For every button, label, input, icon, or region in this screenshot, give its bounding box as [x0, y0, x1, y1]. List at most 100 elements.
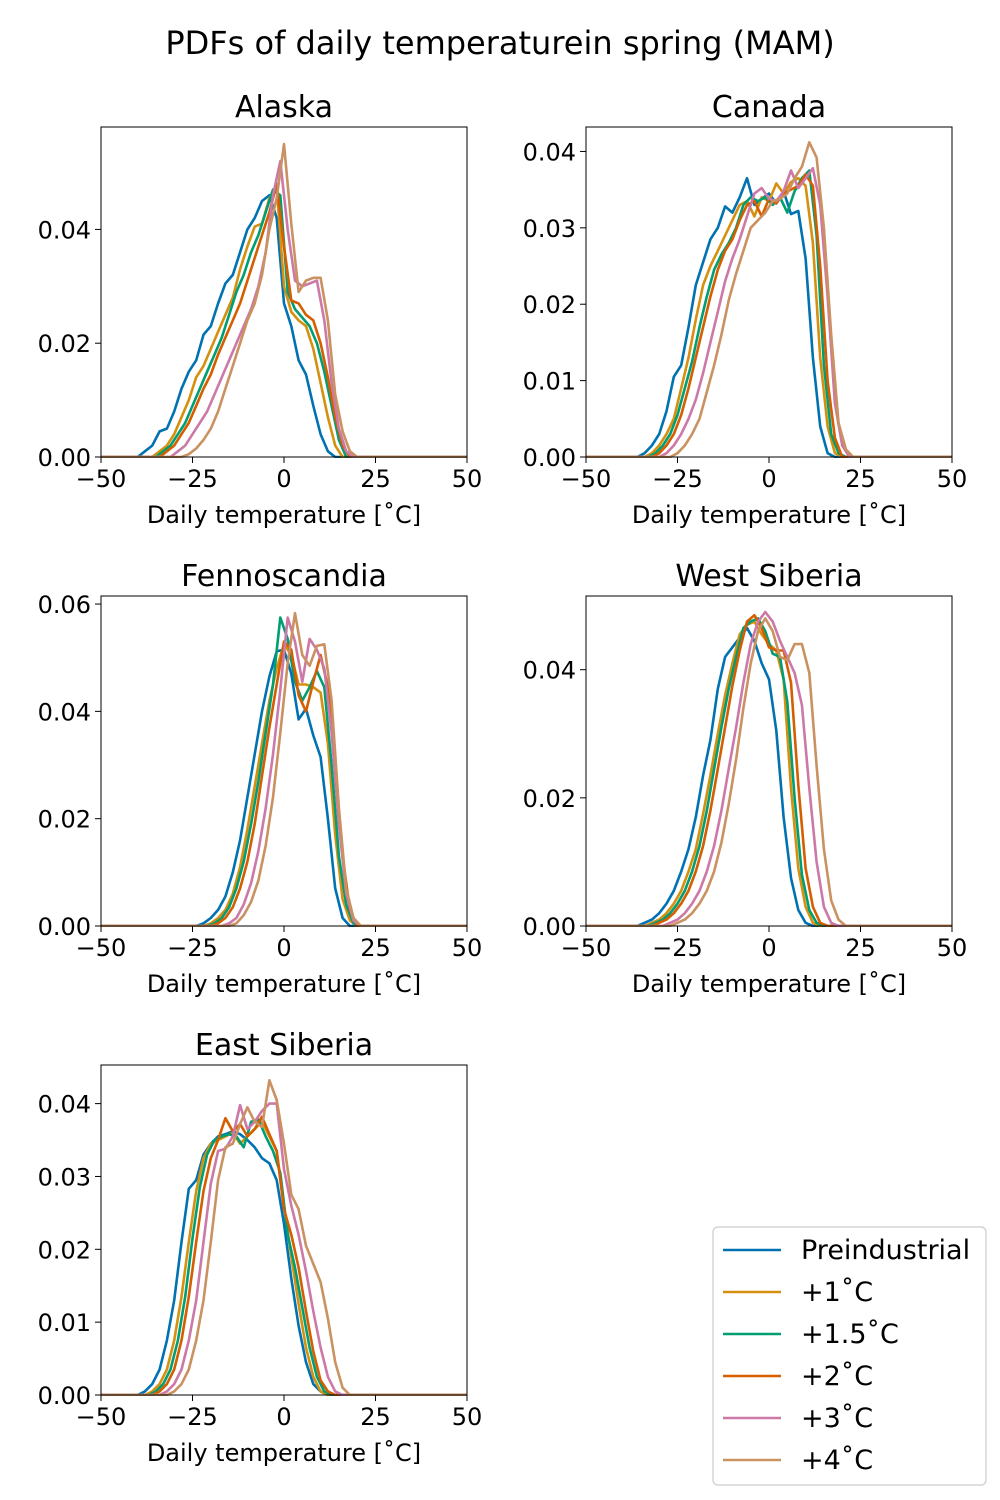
y-tick-label: 0.01	[38, 1309, 91, 1337]
series-line-+3˚C	[586, 167, 952, 458]
legend-entry: Preindustrial	[723, 1235, 970, 1266]
x-tick-label: 50	[452, 934, 483, 962]
y-tick-label: 0.01	[523, 368, 576, 396]
series-line-+3˚C	[101, 159, 467, 458]
y-tick-label: 0.00	[38, 444, 91, 472]
figure-title: PDFs of daily temperaturein spring (MAM)	[165, 24, 835, 62]
subplots: −50 −25 0 25 50 0.00 0.02 0.04 Alaska Daily tempe…	[38, 90, 968, 1467]
legend-label: +1˚C	[801, 1277, 873, 1308]
y-tick-label: 0.03	[523, 215, 576, 243]
legend-label: +3˚C	[801, 1403, 873, 1434]
x-tick-label: −25	[167, 465, 218, 493]
y-tick-label: 0.02	[38, 1236, 91, 1264]
legend-box	[712, 1226, 987, 1486]
x-tick-label: −50	[76, 934, 127, 962]
series-line-+1˚C	[586, 620, 952, 927]
subplot-fennoscandia: −50 −25 0 25 50 0.00 0.02 0.04 0.06 Fennoscandia D…	[38, 559, 483, 998]
series-lines	[101, 1079, 467, 1396]
x-tick-label: 25	[360, 1403, 391, 1431]
series-line-+1.5˚C	[101, 1118, 467, 1396]
legend-label: +1.5˚C	[801, 1319, 899, 1350]
subplot-west-siberia: −50 −25 0 25 50 0.00 0.02 0.04 West Siberia Daily…	[523, 559, 968, 998]
subplot-east-siberia: −50 −25 0 25 50 0.00 0.01 0.02 0.03 0.04 East Sibe…	[38, 1028, 483, 1467]
x-axis-label: Daily temperature [˚C]	[632, 970, 906, 998]
legend-label: +4˚C	[801, 1445, 873, 1476]
series-line-Preindustrial	[586, 626, 952, 927]
x-tick-label: −25	[652, 465, 703, 493]
y-tick-label: 0.00	[38, 1382, 91, 1410]
x-tick-label: −25	[652, 934, 703, 962]
x-tick-label: 50	[452, 1403, 483, 1431]
series-line-Preindustrial	[101, 194, 467, 458]
series-line-+3˚C	[101, 1102, 467, 1396]
y-tick-label: 0.02	[38, 806, 91, 834]
x-tick-label: 0	[276, 1403, 291, 1431]
subplot-title: West Siberia	[675, 559, 862, 594]
legend: Preindustrial +1˚C +1.5˚C +2˚C +3˚C +4˚C	[712, 1226, 987, 1486]
x-tick-label: 50	[452, 465, 483, 493]
series-line-+2˚C	[101, 640, 467, 927]
series-line-+1˚C	[586, 176, 952, 458]
axes-frame	[585, 126, 953, 458]
subplot-title: Fennoscandia	[181, 559, 387, 594]
series-lines	[586, 610, 952, 927]
y-tick-label: 0.02	[523, 291, 576, 319]
legend-label: Preindustrial	[801, 1235, 970, 1266]
series-line-+4˚C	[586, 141, 952, 458]
y-tick-label: 0.04	[38, 216, 91, 244]
x-tick-label: 0	[761, 934, 776, 962]
series-line-+1.5˚C	[586, 617, 952, 927]
series-line-+1.5˚C	[586, 169, 952, 458]
y-tick-label: 0.00	[38, 913, 91, 941]
series-line-+4˚C	[101, 1079, 467, 1396]
x-tick-label: 25	[845, 465, 876, 493]
series-line-+2˚C	[101, 1115, 467, 1396]
series-line-+1.5˚C	[101, 188, 467, 458]
legend-entry: +4˚C	[723, 1445, 873, 1476]
series-line-+3˚C	[586, 610, 952, 927]
series-lines	[586, 141, 952, 458]
legend-entry: +1.5˚C	[723, 1319, 899, 1350]
series-lines	[101, 611, 467, 927]
subplot-alaska: −50 −25 0 25 50 0.00 0.02 0.04 Alaska Daily tempe…	[38, 90, 483, 529]
x-tick-label: 0	[276, 465, 291, 493]
x-tick-label: 25	[845, 934, 876, 962]
y-tick-label: 0.00	[523, 913, 576, 941]
x-tick-label: 50	[937, 465, 968, 493]
series-line-+4˚C	[101, 142, 467, 458]
series-line-+4˚C	[586, 617, 952, 927]
x-axis-label: Daily temperature [˚C]	[147, 1439, 421, 1467]
legend-entry: +1˚C	[723, 1277, 873, 1308]
series-line-Preindustrial	[586, 176, 952, 458]
x-tick-label: −50	[76, 1403, 127, 1431]
subplot-title: East Siberia	[195, 1028, 373, 1063]
series-lines	[101, 142, 467, 458]
legend-entry: +3˚C	[723, 1403, 873, 1434]
x-tick-label: −25	[167, 934, 218, 962]
y-tick-label: 0.04	[523, 657, 576, 685]
series-line-+2˚C	[101, 182, 467, 458]
y-tick-label: 0.04	[38, 1091, 91, 1119]
x-tick-label: −50	[561, 465, 612, 493]
x-tick-label: 50	[937, 934, 968, 962]
x-axis-label: Daily temperature [˚C]	[147, 501, 421, 529]
legend-label: +2˚C	[801, 1361, 873, 1392]
subplot-title: Canada	[712, 90, 826, 125]
x-axis-label: Daily temperature [˚C]	[147, 970, 421, 998]
x-tick-label: −50	[76, 465, 127, 493]
y-tick-label: 0.02	[523, 785, 576, 813]
series-line-+1˚C	[101, 185, 467, 458]
x-tick-label: −25	[167, 1403, 218, 1431]
legend-entry: +2˚C	[723, 1361, 873, 1392]
series-line-+1.5˚C	[101, 616, 467, 927]
x-axis-label: Daily temperature [˚C]	[632, 501, 906, 529]
y-tick-label: 0.04	[38, 698, 91, 726]
y-tick-label: 0.02	[38, 330, 91, 358]
x-tick-label: −50	[561, 934, 612, 962]
series-line-+3˚C	[101, 616, 467, 927]
subplot-canada: −50 −25 0 25 50 0.00 0.01 0.02 0.03 0.04 Canada Dai…	[523, 90, 968, 529]
subplot-title: Alaska	[235, 90, 333, 125]
y-tick-label: 0.03	[38, 1163, 91, 1191]
x-tick-label: 0	[761, 465, 776, 493]
